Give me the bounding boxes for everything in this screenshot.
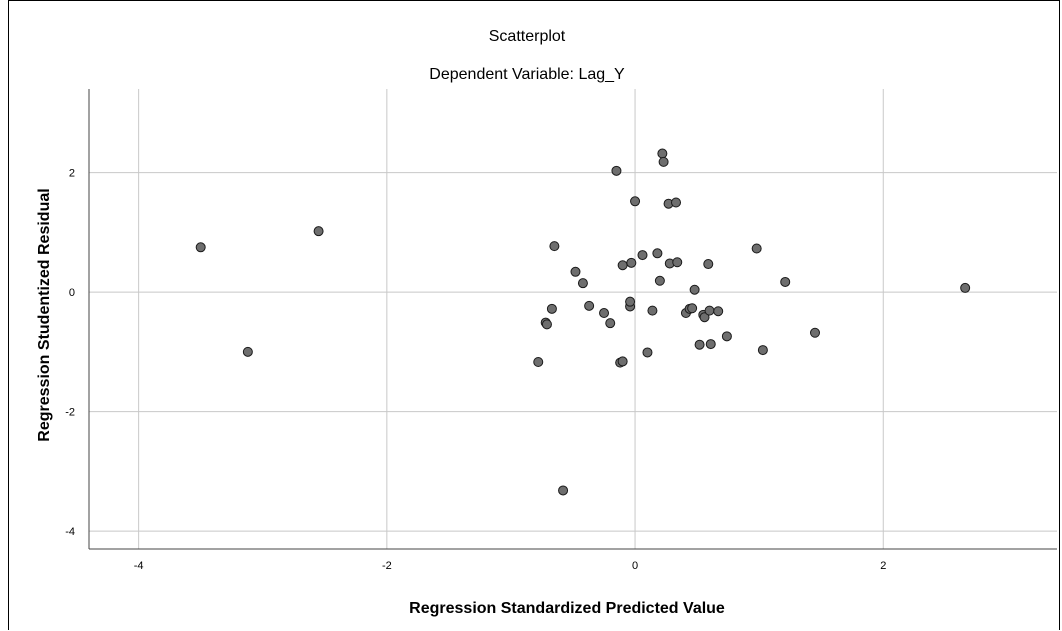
data-points	[195, 148, 971, 496]
data-point	[630, 196, 641, 207]
chart-subtitle: Dependent Variable: Lag_Y	[429, 66, 625, 83]
data-point	[657, 148, 668, 159]
data-point	[687, 303, 698, 314]
x-tick-label: 0	[632, 560, 638, 572]
scatterplot-chart: Scatterplot Dependent Variable: Lag_Y -4…	[36, 28, 1057, 617]
data-point	[721, 331, 732, 342]
data-point	[549, 241, 560, 252]
data-point	[546, 303, 557, 314]
data-point	[533, 357, 544, 368]
data-point	[960, 282, 971, 293]
data-point	[626, 257, 637, 268]
data-point	[617, 356, 628, 367]
data-point	[658, 156, 669, 167]
x-axis-label: Regression Standardized Predicted Value	[409, 600, 725, 617]
data-point	[611, 165, 622, 176]
data-point	[705, 339, 716, 350]
tick-labels: -4 -2 0 2 -4 -2 0 2	[65, 168, 886, 572]
chart-frame: Scatterplot Dependent Variable: Lag_Y -4…	[8, 0, 1060, 630]
x-tick-label: -2	[382, 560, 392, 572]
data-point	[757, 345, 768, 356]
y-tick-label: -4	[65, 526, 75, 538]
data-point	[605, 318, 616, 329]
data-point	[577, 278, 588, 289]
y-axis-label: Regression Studentized Residual	[36, 188, 53, 441]
data-point	[713, 306, 724, 317]
data-point	[647, 305, 658, 316]
data-point	[642, 347, 653, 358]
chart-title: Scatterplot	[489, 28, 566, 45]
data-point	[558, 485, 569, 496]
data-point	[689, 284, 700, 295]
data-point	[541, 319, 552, 330]
data-point	[652, 248, 663, 259]
x-tick-label: 2	[880, 560, 886, 572]
x-tick-label: -4	[134, 560, 144, 572]
data-point	[694, 339, 705, 350]
data-point	[570, 266, 581, 277]
data-point	[699, 312, 710, 323]
data-point	[584, 300, 595, 311]
data-point	[599, 308, 610, 319]
grid-lines	[89, 89, 1057, 549]
data-point	[625, 296, 636, 307]
data-point	[195, 242, 206, 253]
data-point	[810, 327, 820, 338]
data-point	[704, 305, 715, 316]
data-point	[313, 226, 324, 237]
y-tick-label: 0	[69, 287, 75, 299]
data-point	[703, 259, 714, 270]
data-point	[637, 250, 648, 261]
data-point	[780, 276, 791, 287]
data-point	[751, 243, 762, 254]
y-tick-label: -2	[65, 407, 75, 419]
data-point	[617, 260, 628, 271]
data-point	[242, 346, 253, 357]
y-tick-label: 2	[69, 168, 75, 180]
data-point	[672, 257, 683, 268]
data-point	[654, 275, 665, 286]
data-point	[671, 197, 682, 208]
plot-axes	[88, 89, 1057, 550]
